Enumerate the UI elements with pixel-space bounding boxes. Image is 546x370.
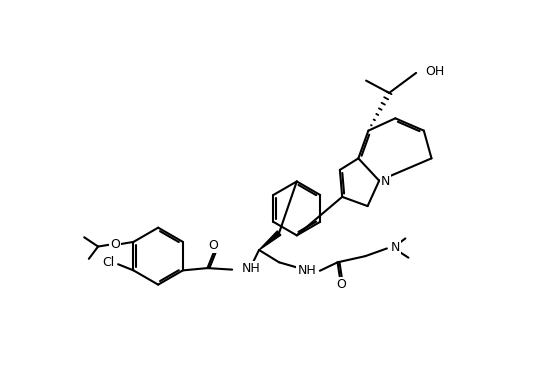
Text: O: O [336,278,346,291]
Text: O: O [209,239,218,252]
Text: NH: NH [298,264,316,277]
Text: Cl: Cl [103,256,115,269]
Text: NH: NH [241,262,260,275]
Text: N: N [381,175,390,188]
Text: N: N [391,241,400,254]
Polygon shape [259,231,281,250]
Text: OH: OH [425,65,444,78]
Text: O: O [110,238,120,251]
